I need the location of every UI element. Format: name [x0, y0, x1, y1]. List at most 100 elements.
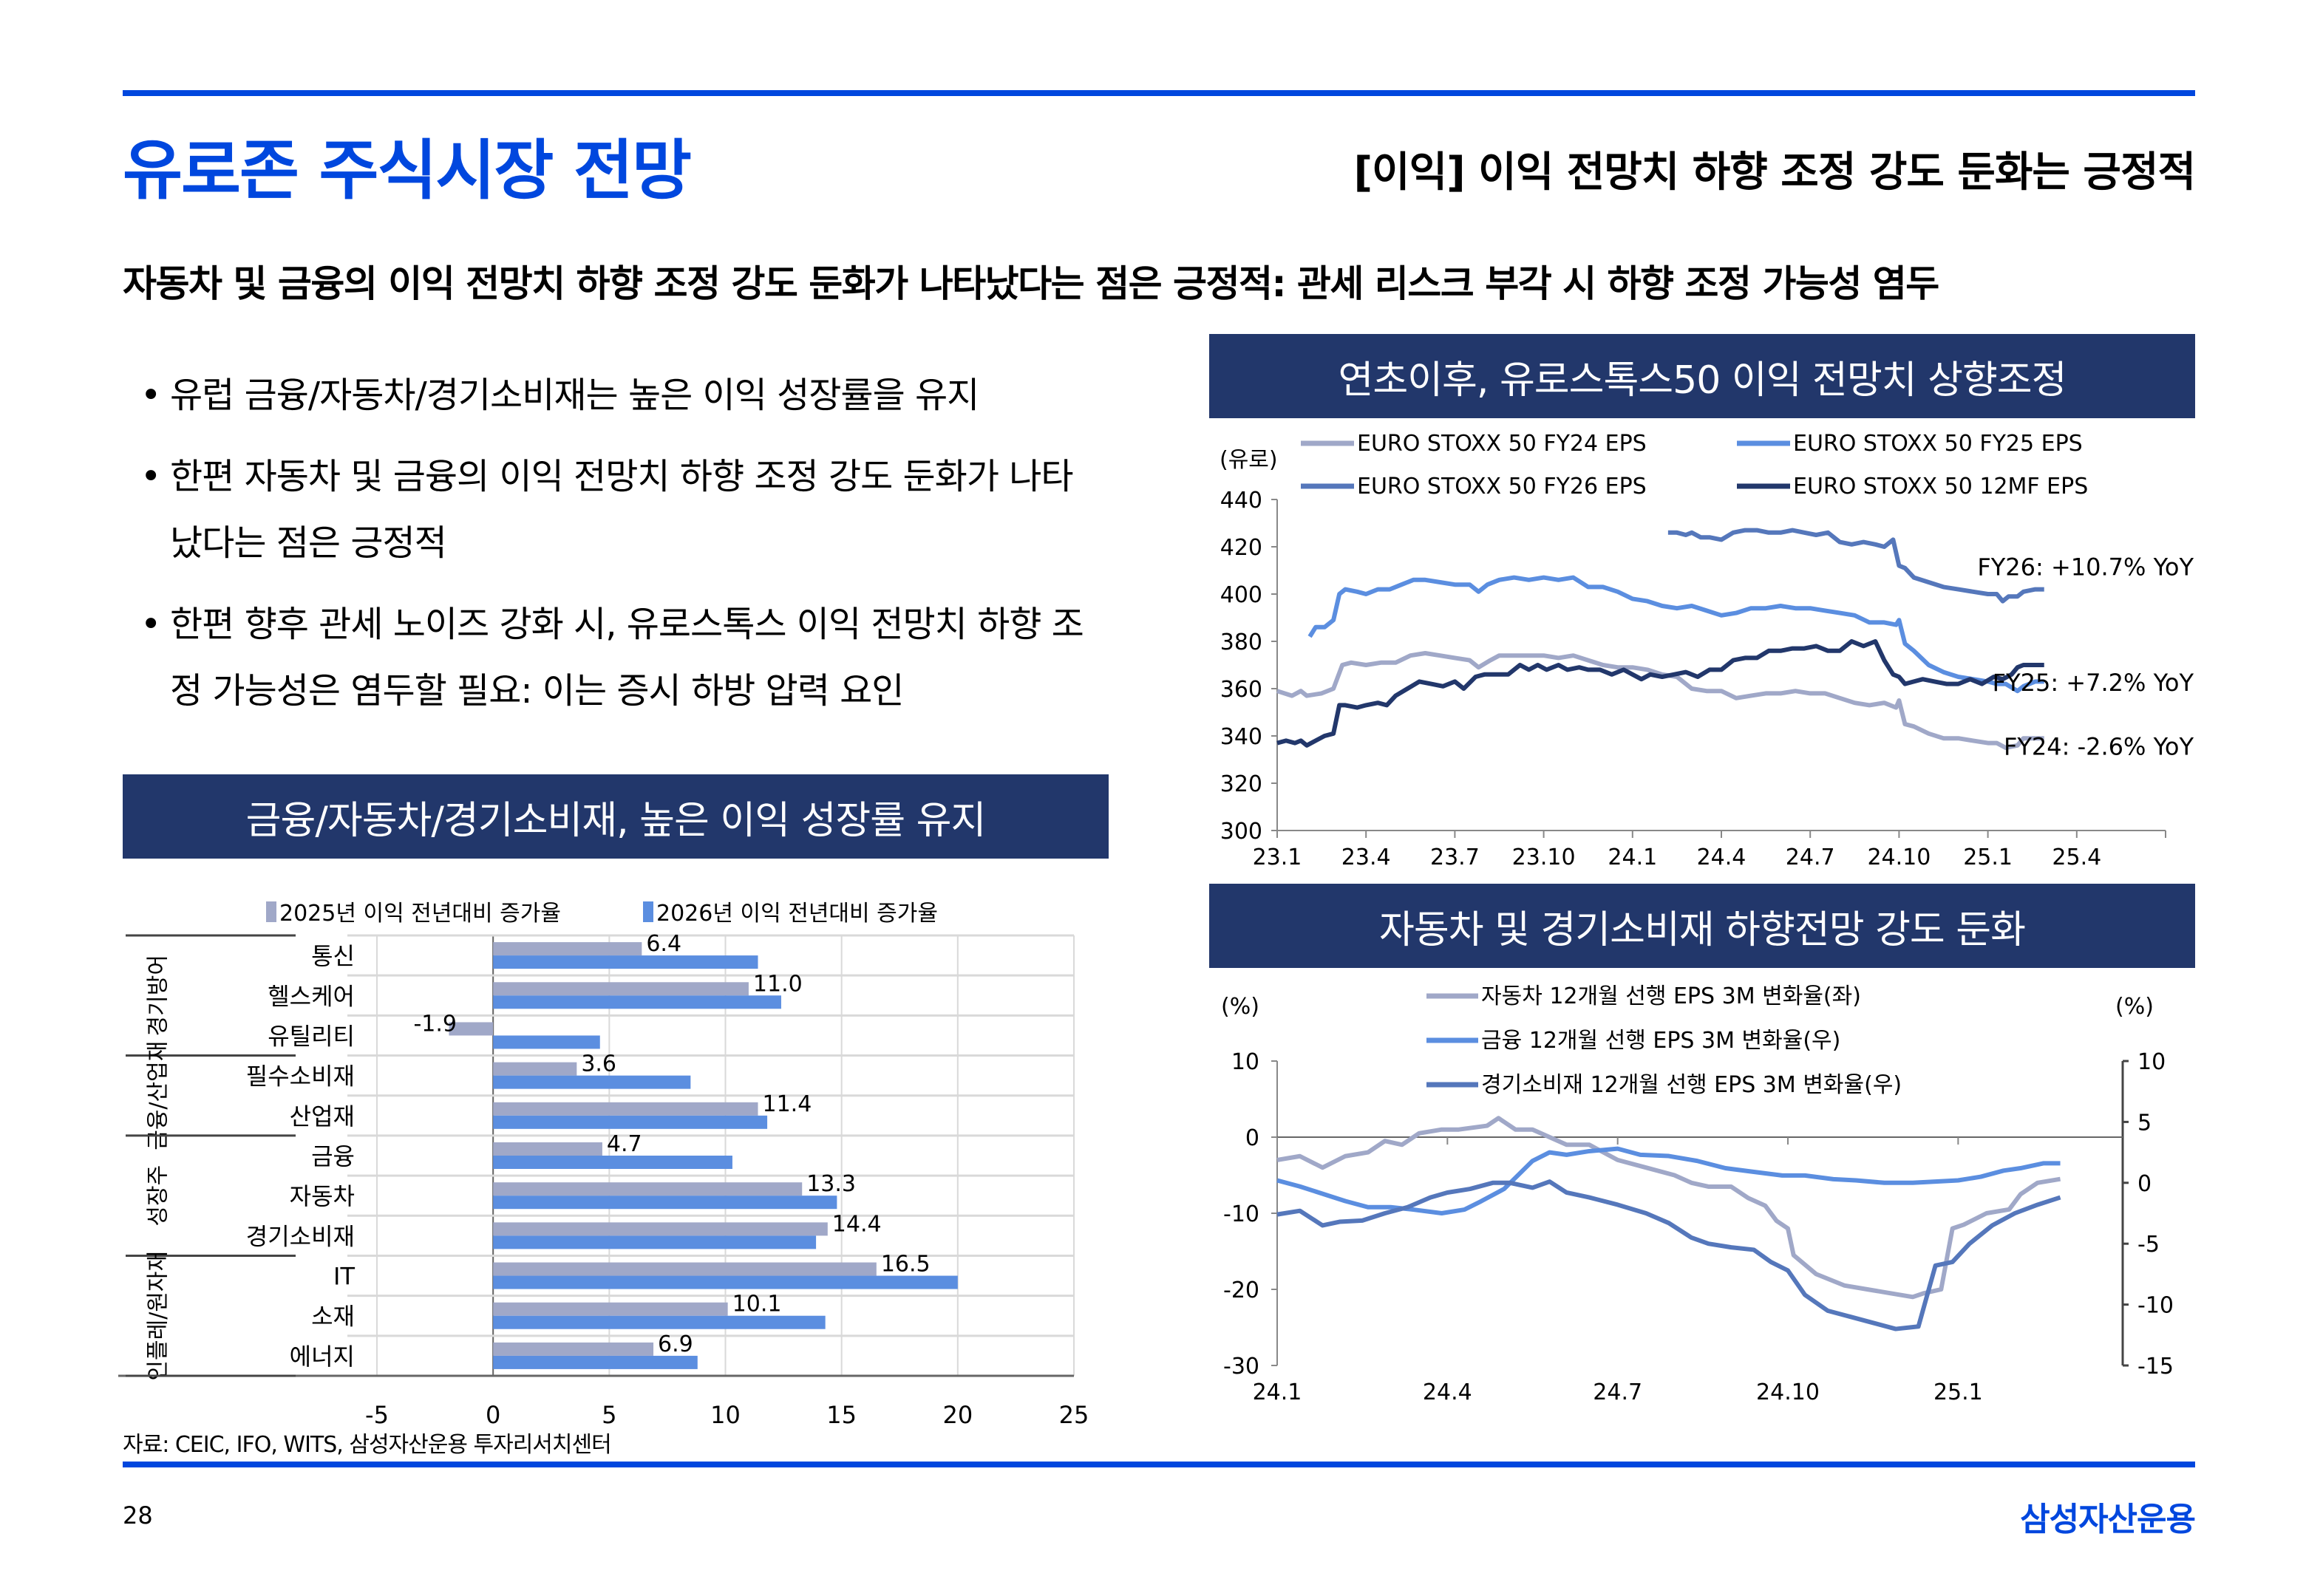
bar-2025 [493, 1342, 654, 1356]
series-line [1667, 528, 2044, 604]
x-tick-label: -5 [365, 1401, 389, 1426]
x-tick-label: 23.1 [1253, 845, 1302, 870]
category-label: 경기소비재 [246, 1222, 355, 1250]
data-label: 13.3 [806, 1171, 856, 1197]
bullet-item: • 한편 자동차 및 금융의 이익 전망치 하향 조정 강도 둔화가 나타났다는… [140, 443, 1101, 576]
x-tick-label: 24.10 [1756, 1380, 1820, 1405]
category-label: 산업재 [290, 1102, 355, 1130]
x-tick-label: 5 [602, 1401, 616, 1426]
bar-2025 [493, 1302, 728, 1316]
bar-2026 [493, 1196, 837, 1210]
bar-2026 [493, 1275, 958, 1289]
group-label: 인플레/원자재 [146, 1251, 171, 1381]
x-tick-label: 24.7 [1593, 1380, 1642, 1405]
y-tick-label-right: 10 [2137, 1049, 2166, 1075]
x-tick-label: 23.7 [1430, 845, 1480, 870]
category-label: 통신 [311, 942, 355, 970]
category-label: 금융 [311, 1142, 355, 1170]
bar-2025 [493, 1102, 758, 1116]
category-label: 유틸리티 [268, 1022, 355, 1050]
data-label: 11.0 [753, 971, 803, 997]
eps-line-chart: (유로) 300 320 340 360 380 400 420 440 23.1 23.4 23.7… [1220, 431, 2194, 870]
x-tick-label: 24.1 [1608, 845, 1657, 870]
x-tick-label: 24.4 [1423, 1380, 1472, 1405]
bar-2026 [493, 1315, 826, 1329]
x-tick-label: 10 [710, 1401, 741, 1426]
x-tick-label: 25.4 [2052, 845, 2101, 870]
annotation-label: FY25: +7.2% YoY [1993, 669, 2194, 697]
category-label: 소재 [311, 1303, 355, 1331]
top-rule [123, 90, 2195, 96]
x-tick-label: 24.1 [1253, 1380, 1302, 1405]
data-label: -1.9 [413, 1011, 457, 1037]
series-line [1276, 1146, 2061, 1215]
data-label: 16.5 [881, 1252, 931, 1278]
y-tick-label-left: 10 [1231, 1049, 1259, 1075]
x-tick-label: 0 [486, 1401, 500, 1426]
eps-chart-title: 연초이후, 유로스톡스50 이익 전망치 상향조정 [1209, 334, 2195, 418]
bar-2025 [493, 982, 749, 996]
series-line [1307, 575, 2044, 694]
y-tick-label-left: 0 [1245, 1125, 1259, 1151]
source-note: 자료: CEIC, IFO, WITS, 삼성자산운용 투자리서치센터 [123, 1432, 612, 1458]
annotation-label: FY24: -2.6% YoY [2004, 733, 2194, 761]
y-tick-label-right: -15 [2137, 1354, 2174, 1380]
group-label: 금융/산업재 [146, 1041, 171, 1150]
page-number: 28 [123, 1501, 153, 1530]
y-tick-label-right: -5 [2137, 1232, 2160, 1258]
x-tick-label: 25.1 [1963, 845, 2013, 870]
bullet-text: 유럽 금융/자동차/경기소비재는 높은 이익 성장률을 유지 [170, 375, 979, 416]
y-tick-label: 340 [1220, 724, 1262, 750]
y-tick-label-right: -10 [2137, 1293, 2174, 1319]
bullet-dot: • [140, 604, 161, 645]
x-tick-label: 24.7 [1786, 845, 1835, 870]
bar-2025 [493, 1062, 577, 1076]
x-tick-label: 23.10 [1512, 845, 1576, 870]
section-title: [이익] 이익 전망치 하향 조정 강도 둔화는 긍정적 [1353, 149, 2196, 197]
bar-2026 [493, 1075, 691, 1089]
bar-2026 [493, 1035, 600, 1049]
y-tick-label: 360 [1220, 677, 1262, 703]
legend-label: 경기소비재 12개월 선행 EPS 3M 변화율(우) [1481, 1072, 1902, 1098]
bullet-text: 한편 향후 관세 노이즈 강화 시, 유로스톡스 이익 전망치 하향 조정 가능… [170, 604, 1084, 712]
bar-2025 [493, 1142, 602, 1156]
legend-label: EURO STOXX 50 12MF EPS [1793, 474, 2088, 499]
bar-2026 [493, 1115, 768, 1129]
y-tick-label: 400 [1220, 582, 1262, 608]
legend-label: EURO STOXX 50 FY25 EPS [1793, 431, 2083, 457]
y-tick-label-right: 5 [2137, 1110, 2152, 1136]
data-label: 14.4 [832, 1211, 882, 1237]
growth-chart-title: 금융/자동차/경기소비재, 높은 이익 성장률 유지 [123, 774, 1109, 859]
bullet-text: 한편 자동차 및 금융의 이익 전망치 하향 조정 강도 둔화가 나타났다는 점… [170, 456, 1074, 564]
category-label: 헬스케어 [268, 982, 355, 1010]
category-label: IT [333, 1263, 355, 1291]
x-tick-label: 25.1 [1933, 1380, 1983, 1405]
category-label: 에너지 [290, 1343, 355, 1371]
y-tick-label-left: -20 [1223, 1278, 1259, 1303]
group-label: 경기방어 [146, 955, 171, 1036]
y-axis-unit-left: (%) [1221, 994, 1259, 1020]
bottom-rule [123, 1462, 2195, 1467]
data-label: 4.7 [607, 1131, 642, 1157]
revision-chart-title: 자동차 및 경기소비재 하향전망 강도 둔화 [1209, 884, 2195, 968]
legend-label: 금융 12개월 선행 EPS 3M 변화율(우) [1481, 1028, 1840, 1054]
y-axis-unit: (유로) [1220, 447, 1278, 473]
annotation-label: FY26: +10.7% YoY [1977, 553, 2194, 581]
series-line [1276, 1179, 2061, 1331]
bar-2025 [493, 1262, 877, 1276]
y-tick-label: 440 [1220, 488, 1262, 514]
bullet-dot: • [140, 456, 161, 497]
legend-label: 2025년 이익 전년대비 증가율 [279, 901, 561, 927]
y-tick-label-left: -10 [1223, 1201, 1259, 1227]
bullet-item: • 한편 향후 관세 노이즈 강화 시, 유로스톡스 이익 전망치 하향 조정 … [140, 591, 1101, 724]
y-tick-label-right: 0 [2137, 1171, 2152, 1197]
x-tick-label: 25 [1059, 1401, 1089, 1426]
y-tick-label-left: -30 [1223, 1354, 1259, 1380]
bullet-list: • 유럽 금융/자동차/경기소비재는 높은 이익 성장률을 유지 • 한편 자동… [140, 362, 1101, 739]
group-label: 성장주 [146, 1165, 171, 1227]
data-label: 10.1 [732, 1292, 782, 1317]
bar-2026 [493, 1156, 732, 1169]
data-label: 6.4 [646, 931, 681, 957]
bullet-item: • 유럽 금융/자동차/경기소비재는 높은 이익 성장률을 유지 [140, 362, 1101, 429]
bar-2025 [493, 1222, 828, 1236]
